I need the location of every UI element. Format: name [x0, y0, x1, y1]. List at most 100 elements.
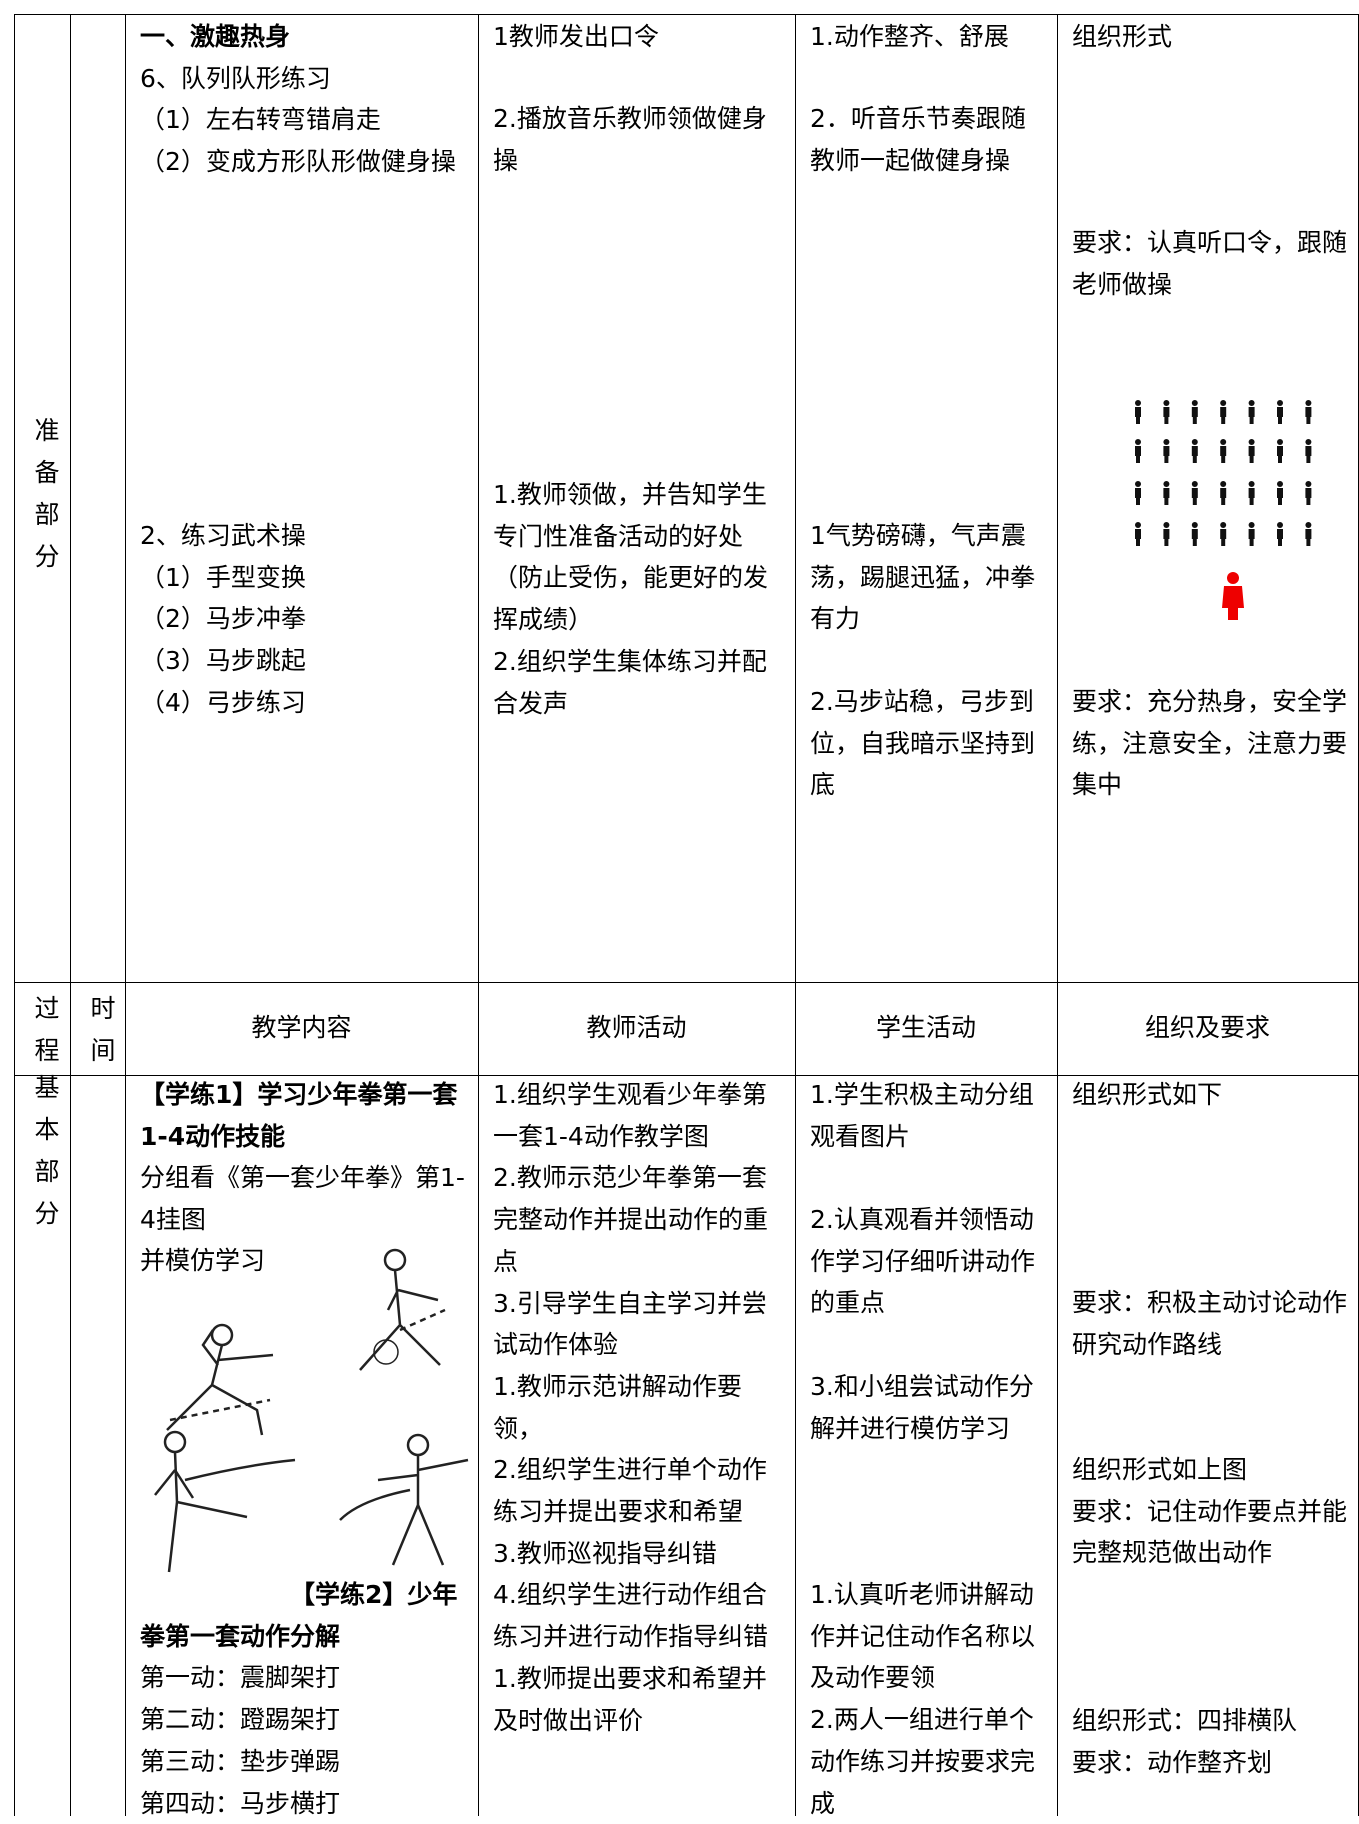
text-line: 一、激趣热身: [140, 22, 291, 51]
text-line: 第三动：垫步弹踢: [140, 1746, 341, 1776]
text-line: 1.动作整齐、舒展: [810, 22, 1009, 51]
text-line: 【学练1】学习少年拳第一套1-4动作技能: [140, 1080, 458, 1151]
student-figure: [1163, 400, 1170, 424]
text-block: 2．听音乐节奏跟随教师一起做健身操: [810, 98, 1046, 181]
text-line: 2.认真观看并领悟动作学习仔细听讲动作的重点: [810, 1205, 1036, 1318]
text-block: 组织形式: [1072, 16, 1347, 58]
martial-arts-figures: [154, 1248, 469, 1573]
text-block: 要求：积极主动讨论动作研究动作路线: [1072, 1282, 1347, 1365]
text-line: 1.组织学生观看少年拳第一套1-4动作教学图: [493, 1080, 767, 1151]
student-figure: [1191, 400, 1198, 424]
text-line: 4.组织学生进行动作组合练习并进行动作指导纠错: [493, 1580, 769, 1652]
student-figure: [1305, 439, 1312, 463]
student-figure: [1277, 522, 1283, 546]
text-line: 第四动：马步横打: [140, 1788, 341, 1818]
table-border: [14, 14, 1359, 15]
text-block: 2.播放音乐教师领做健身操: [493, 98, 784, 181]
text-line: 1.学生积极主动分组观看图片: [810, 1080, 1034, 1151]
text-line: 2.组织学生集体练习并配合发声: [493, 646, 767, 718]
text-block: 组织形式如上图要求：记住动作要点并能完整规范做出动作: [1072, 1449, 1347, 1574]
student-figure: [1220, 439, 1227, 463]
text-block: 分组看《第一套少年拳》第1-4挂图并模仿学习: [140, 1157, 467, 1282]
text-line: 第一动：震脚架打: [140, 1663, 341, 1693]
text-line: 分组看《第一套少年拳》第1-4挂图: [140, 1163, 465, 1234]
text-line: （1）左右转弯错肩走: [140, 105, 381, 135]
text-block: 【学练1】学习少年拳第一套1-4动作技能: [140, 1074, 467, 1157]
header-cell: 学生活动: [875, 1013, 976, 1042]
text-line: 1.教师提出要求和希望并及时做出评价: [493, 1663, 767, 1735]
student-figure: [1305, 522, 1312, 546]
text-line: 1气势磅礴，气声震荡，踢腿迅猛，冲拳有力: [810, 521, 1036, 634]
text-line: 2.组织学生进行单个动作练习并提出要求和希望: [493, 1455, 767, 1527]
text-block: 一、激趣热身 6、队列队形练习 （1）左右转弯错肩走 （2）变成方形队形做健身操: [140, 16, 467, 183]
table-border: [14, 982, 1359, 983]
student-figure: [1163, 481, 1170, 505]
table-border: [125, 14, 126, 1816]
text-line: 组织形式：四排横队: [1072, 1706, 1298, 1735]
formation: [1135, 400, 1312, 546]
text-line: 【学练2】少年拳第一套动作分解: [140, 1580, 458, 1651]
text-line: 2.两人一组进行单个动作练习并按要求完成: [810, 1705, 1036, 1818]
header-cell: 教学内容: [251, 1013, 352, 1042]
text-block: 【学练2】少年拳第一套动作分解第一动：震脚架打 第二动：蹬踢架打 第三动：垫步弹踢第…: [140, 1574, 467, 1824]
text-line: （3）马步跳起: [140, 646, 306, 676]
text-line: 2、练习武术操: [140, 521, 306, 550]
student-figure: [1191, 522, 1198, 546]
header-cell: 过程: [31, 995, 60, 1079]
student-figure: [1277, 439, 1283, 463]
text-block: 1.动作整齐、舒展: [810, 16, 1046, 58]
text-line: 组织形式如上图: [1072, 1455, 1248, 1484]
text-line: 并模仿学习: [140, 1246, 266, 1276]
text-line: （4）弓步练习: [140, 687, 306, 717]
text-line: 3.教师巡视指导纠错: [493, 1538, 717, 1568]
table-border: [795, 14, 796, 1816]
table-border: [1057, 14, 1058, 1816]
text-block: 3.和小组尝试动作分解并进行模仿学习: [810, 1366, 1046, 1449]
teacher-figure: [1222, 572, 1244, 620]
text-block: 要求：认真听口令，跟随老师做操: [1072, 222, 1347, 305]
table-border: [478, 14, 479, 1816]
student-figure: [1277, 481, 1283, 505]
text-block: 1.认真听老师讲解动作并记住动作名称以及动作要领 2.两人一组进行单个动作练习并按…: [810, 1574, 1046, 1824]
text-line: 1.教师领做，并告知学生专门性准备活动的好处（防止受伤，能更好的发挥成绩）: [493, 480, 769, 635]
student-figure: [1220, 400, 1227, 424]
text-line: （1）手型变换: [140, 562, 306, 592]
student-figure: [1220, 522, 1227, 546]
text-line: 第二动：蹬踢架打: [140, 1705, 341, 1735]
text-block: 1.学生积极主动分组观看图片: [810, 1074, 1046, 1157]
text-line: 3.和小组尝试动作分解并进行模仿学习: [810, 1372, 1034, 1443]
text-line: 组织形式如下: [1072, 1080, 1223, 1109]
student-figure: [1248, 522, 1255, 546]
text-line: （2）变成方形队形做健身操: [140, 147, 456, 177]
text-line: 2．听音乐节奏跟随教师一起做健身操: [810, 104, 1026, 175]
text-line: 1教师发出口令: [493, 22, 659, 51]
student-figure: [1305, 481, 1312, 505]
text-block: 1气势磅礴，气声震荡，踢腿迅猛，冲拳有力: [810, 515, 1046, 640]
student-figure: [1305, 400, 1312, 424]
text-line: 要求：积极主动讨论动作研究动作路线: [1072, 1288, 1348, 1359]
text-line: 组织形式: [1072, 22, 1173, 51]
text-line: （2）马步冲拳: [140, 604, 306, 634]
section-label: 基本部分: [31, 1074, 60, 1242]
section-label: 准备部分: [31, 417, 60, 585]
student-figure: [1163, 522, 1170, 546]
student-figure: [1135, 522, 1141, 546]
text-line: 1.教师示范讲解动作要领，: [493, 1371, 742, 1443]
table-border: [14, 1075, 1359, 1076]
student-figure: [1191, 481, 1198, 505]
text-block: 1.组织学生观看少年拳第一套1-4动作教学图 2.教师示范少年拳第一套完整动作并提…: [493, 1074, 784, 1741]
student-figure: [1277, 400, 1283, 424]
table-border: [70, 14, 71, 1816]
text-block: 1教师发出口令: [493, 16, 784, 58]
table-border: [14, 14, 15, 1816]
student-figure: [1248, 400, 1255, 424]
text-line: 2.播放音乐教师领做健身操: [493, 104, 767, 175]
student-figure: [1135, 439, 1141, 463]
text-block: 2.认真观看并领悟动作学习仔细听讲动作的重点: [810, 1199, 1046, 1324]
text-block: 2、练习武术操 （1）手型变换 （2）马步冲拳 （3）马步跳起 （4）弓步练习: [140, 515, 467, 724]
text-line: 1.认真听老师讲解动作并记住动作名称以及动作要领: [810, 1580, 1036, 1693]
text-line: 要求：动作整齐划: [1072, 1747, 1273, 1777]
text-line: 要求：记住动作要点并能完整规范做出动作: [1072, 1496, 1348, 1568]
